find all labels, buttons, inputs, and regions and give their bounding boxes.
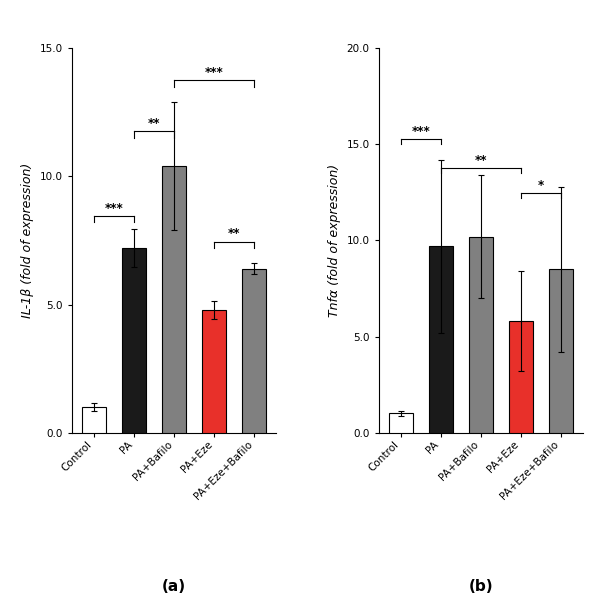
Text: **: **: [148, 117, 160, 130]
Text: ***: ***: [411, 126, 430, 138]
Bar: [469, 237, 493, 433]
Bar: [82, 407, 106, 433]
Text: (b): (b): [469, 579, 493, 594]
Bar: [509, 321, 533, 433]
Text: ***: ***: [105, 202, 124, 215]
Bar: [389, 413, 413, 433]
Text: (a): (a): [162, 579, 186, 594]
Bar: [122, 248, 146, 433]
Text: **: **: [228, 227, 240, 240]
Bar: [162, 166, 186, 433]
Text: **: **: [475, 154, 487, 167]
Y-axis label: Tnfα (fold of expression): Tnfα (fold of expression): [328, 164, 341, 317]
Text: *: *: [538, 179, 544, 192]
Text: ***: ***: [205, 66, 224, 79]
Bar: [429, 246, 453, 433]
Bar: [549, 269, 573, 433]
Y-axis label: IL-1β (fold of expression): IL-1β (fold of expression): [22, 163, 34, 318]
Bar: [203, 310, 227, 433]
Bar: [242, 269, 266, 433]
